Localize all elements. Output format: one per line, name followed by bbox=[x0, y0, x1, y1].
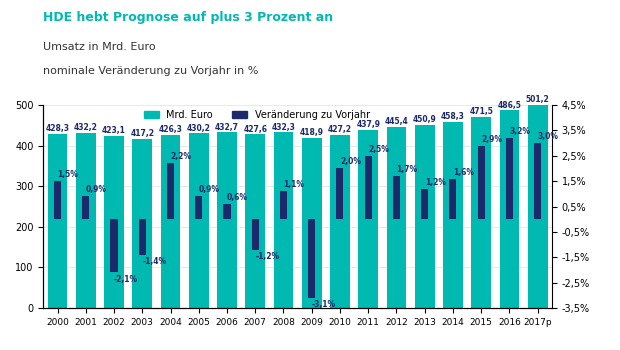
Bar bbox=[195, 196, 202, 219]
Text: -1,4%: -1,4% bbox=[142, 257, 166, 266]
Bar bbox=[161, 135, 180, 308]
Bar bbox=[415, 125, 435, 308]
Text: 1,2%: 1,2% bbox=[425, 178, 446, 187]
Text: 486,5: 486,5 bbox=[497, 101, 521, 110]
Text: 1,1%: 1,1% bbox=[283, 180, 304, 189]
Bar bbox=[443, 122, 463, 308]
Text: 428,3: 428,3 bbox=[45, 124, 69, 133]
Bar bbox=[54, 181, 61, 219]
Bar bbox=[76, 133, 95, 308]
Text: 423,1: 423,1 bbox=[102, 126, 126, 135]
Text: 2,0%: 2,0% bbox=[340, 158, 361, 166]
Text: 430,2: 430,2 bbox=[187, 124, 211, 133]
Text: 432,3: 432,3 bbox=[272, 122, 295, 132]
Text: nominale Veränderung zu Vorjahr in %: nominale Veränderung zu Vorjahr in % bbox=[43, 66, 259, 77]
Text: HDE hebt Prognose auf plus 3 Prozent an: HDE hebt Prognose auf plus 3 Prozent an bbox=[43, 10, 334, 23]
Text: 427,2: 427,2 bbox=[328, 125, 352, 134]
Bar bbox=[387, 127, 406, 308]
Bar bbox=[365, 156, 372, 219]
Text: 1,6%: 1,6% bbox=[453, 168, 474, 176]
Bar bbox=[528, 105, 547, 308]
Bar bbox=[189, 133, 208, 308]
Bar bbox=[450, 178, 456, 219]
Bar bbox=[252, 219, 259, 250]
Text: 432,7: 432,7 bbox=[215, 122, 239, 132]
Bar bbox=[217, 132, 237, 308]
Bar bbox=[308, 219, 315, 298]
Text: 471,5: 471,5 bbox=[469, 107, 493, 116]
Bar bbox=[223, 204, 231, 219]
Bar bbox=[133, 139, 152, 308]
Text: -3,1%: -3,1% bbox=[312, 300, 336, 309]
Bar bbox=[421, 189, 428, 219]
Bar bbox=[110, 219, 118, 272]
Bar bbox=[273, 133, 293, 308]
Text: 0,9%: 0,9% bbox=[86, 185, 107, 194]
Bar bbox=[506, 138, 513, 219]
Text: 426,3: 426,3 bbox=[159, 125, 182, 134]
Bar bbox=[477, 146, 485, 219]
Bar bbox=[500, 111, 520, 308]
Text: 2,9%: 2,9% bbox=[481, 134, 502, 144]
Text: 445,4: 445,4 bbox=[384, 117, 409, 126]
Text: 417,2: 417,2 bbox=[130, 129, 154, 138]
Text: 1,5%: 1,5% bbox=[58, 170, 78, 179]
Text: 2,5%: 2,5% bbox=[368, 145, 389, 154]
Bar bbox=[358, 130, 378, 308]
Text: 3,0%: 3,0% bbox=[538, 132, 559, 141]
Text: 437,9: 437,9 bbox=[356, 120, 380, 130]
Text: 1,7%: 1,7% bbox=[396, 165, 418, 174]
Text: Umsatz in Mrd. Euro: Umsatz in Mrd. Euro bbox=[43, 42, 156, 52]
Bar bbox=[104, 136, 124, 308]
Bar bbox=[167, 163, 174, 219]
Bar bbox=[534, 143, 541, 219]
Bar bbox=[139, 219, 146, 255]
Bar bbox=[82, 196, 89, 219]
Bar bbox=[393, 176, 400, 219]
Bar bbox=[48, 134, 68, 308]
Legend: Mrd. Euro, Veränderung zu Vorjahr: Mrd. Euro, Veränderung zu Vorjahr bbox=[140, 106, 374, 124]
Text: 2,2%: 2,2% bbox=[170, 152, 192, 161]
Text: 501,2: 501,2 bbox=[526, 95, 549, 104]
Text: -1,2%: -1,2% bbox=[255, 252, 280, 261]
Bar bbox=[246, 134, 265, 308]
Text: 0,9%: 0,9% bbox=[199, 185, 219, 194]
Bar bbox=[302, 138, 322, 308]
Text: 427,6: 427,6 bbox=[243, 125, 267, 134]
Bar bbox=[471, 117, 491, 308]
Text: 0,6%: 0,6% bbox=[227, 193, 248, 202]
Text: 432,2: 432,2 bbox=[74, 123, 98, 132]
Bar bbox=[330, 134, 350, 308]
Text: 418,9: 418,9 bbox=[299, 128, 324, 137]
Bar bbox=[337, 168, 343, 219]
Text: 3,2%: 3,2% bbox=[510, 127, 531, 136]
Bar bbox=[280, 191, 287, 219]
Text: 458,3: 458,3 bbox=[441, 112, 465, 121]
Text: 450,9: 450,9 bbox=[413, 115, 436, 124]
Text: -2,1%: -2,1% bbox=[114, 274, 138, 284]
